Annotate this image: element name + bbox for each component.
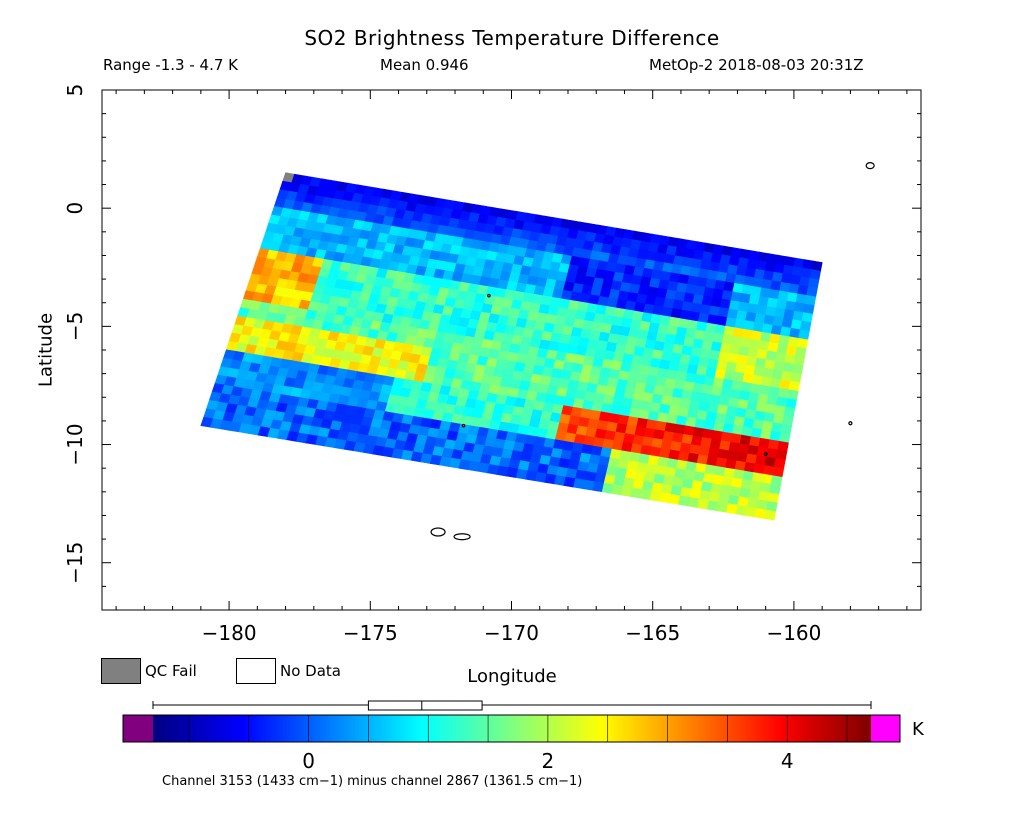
colorbar-tick-label: 0 <box>302 749 315 773</box>
x-tick-label: −165 <box>625 621 680 645</box>
colorbar-tick-label: 2 <box>542 749 555 773</box>
x-tick-label: −175 <box>343 621 398 645</box>
swains-atoll <box>763 451 768 457</box>
instrument-text: MetOp-2 2018-08-03 20:31Z <box>649 56 864 74</box>
no-data-swatch <box>236 658 276 684</box>
footnote: Channel 3153 (1433 cm−1) minus channel 2… <box>162 774 583 789</box>
range-text: Range -1.3 - 4.7 K <box>103 56 238 74</box>
chart-title: SO2 Brightness Temperature Difference <box>304 26 720 50</box>
y-tick-label: 0 <box>63 202 87 215</box>
colorbar-gradient <box>153 715 871 742</box>
coastline-layer <box>430 162 875 541</box>
x-tick-label: −180 <box>202 621 257 645</box>
qc-fail-label: QC Fail <box>145 662 197 680</box>
x-tick-label: −160 <box>766 621 821 645</box>
colorbar-unit: K <box>912 719 924 740</box>
colorbar-above-range <box>871 715 900 742</box>
y-axis-label: Latitude <box>35 312 57 388</box>
box-iqr <box>367 700 483 711</box>
x-tick-label: −170 <box>484 621 539 645</box>
y-tick-label: −10 <box>63 423 87 465</box>
mean-text: Mean 0.946 <box>380 56 469 74</box>
qc-fail-swatch <box>101 658 141 684</box>
y-tick-label: −15 <box>63 542 87 584</box>
samoa-savaii <box>430 527 446 537</box>
swath-pixel <box>735 504 748 516</box>
y-tick-label: 5 <box>63 84 87 97</box>
tokelau-atoll <box>461 423 466 428</box>
swath-layer <box>200 172 823 521</box>
colorbar-frame <box>122 714 901 743</box>
colorbar-tick-label: 4 <box>781 749 794 773</box>
colorbar-below-range <box>123 715 153 742</box>
colorbar: 0 2 4 <box>122 700 901 773</box>
axis-ticks: −180 −175 −170 −165 −160 5 0 −5 −10 −15 <box>63 84 921 645</box>
kiritimati-island <box>865 162 875 170</box>
samoa-upolu <box>453 533 471 541</box>
islet-north <box>487 293 491 298</box>
x-axis-label: Longitude <box>467 666 557 687</box>
malden-islet <box>848 421 853 426</box>
swath-pixel <box>754 508 767 519</box>
no-data-label: No Data <box>280 662 341 680</box>
y-tick-label: −5 <box>63 312 87 341</box>
swath-pixel <box>764 509 777 521</box>
